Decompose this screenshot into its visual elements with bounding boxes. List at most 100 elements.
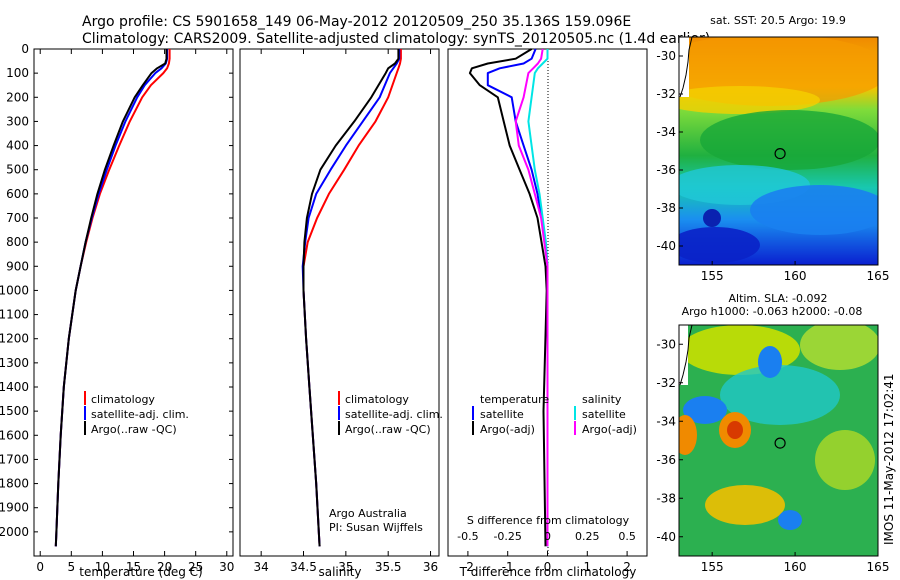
sla-map-title: Altim. SLA: -0.092 [728, 292, 827, 305]
x-tick-label: 10 [95, 560, 110, 574]
y-tick-label: 1500 [0, 404, 29, 418]
x-tick-label: 155 [701, 269, 724, 283]
sla-map: Altim. SLA: -0.092 Argo h1000: -0.063 h2… [656, 292, 889, 574]
difference-xlabel: T difference from climatology [459, 565, 637, 579]
series-line-s-argo-adj [514, 48, 549, 547]
x-tick-label: -2 [462, 560, 474, 574]
y-tick-label: 1700 [0, 452, 29, 466]
credit-line2: PI: Susan Wijffels [329, 521, 423, 534]
y-tick-label: 500 [6, 163, 29, 177]
x-tick-label: 155 [701, 560, 724, 574]
x-tick-label: 5 [67, 560, 75, 574]
legend-climatology-label: climatology [345, 393, 409, 406]
difference-legend: temperature satellite Argo(-adj) salinit… [472, 393, 637, 436]
y-tick-label: 1400 [0, 380, 29, 394]
x-tick-label: 0 [36, 560, 44, 574]
sst-map-ticks: 155 160 165 -30 -32 -34 -36 -38 -40 [656, 49, 889, 283]
legend-satellite-label: satellite-adj. clim. [345, 408, 443, 421]
series-line-t-argo-adj [468, 48, 548, 547]
x-tick-label: 160 [784, 560, 807, 574]
sla-coastline [679, 325, 693, 386]
difference-ticks: -2 -1 0 1 2 [462, 551, 631, 574]
salinity-diff-ticks: -0.5 -0.25 0 0.25 0.5 [457, 530, 636, 543]
sla-land [679, 325, 688, 385]
x-tick-label: 2 [623, 560, 631, 574]
sst-dark-blue-spot [703, 209, 721, 227]
y-tick-label: 800 [6, 235, 29, 249]
x-tick-label: 165 [867, 269, 890, 283]
s-tick-label: -0.25 [493, 530, 521, 543]
y-tick-label: 1200 [0, 332, 29, 346]
y-tick-label: 100 [6, 66, 29, 80]
series-line-argo-raw-qc [54, 49, 168, 547]
sst-dark-blue-patch [679, 227, 760, 263]
temperature-lines [54, 49, 171, 547]
salinity-xlabel: salinity [318, 565, 361, 579]
y-tick-label: 300 [6, 114, 29, 128]
y-tick-label: -34 [656, 414, 676, 428]
x-tick-label: 34.5 [290, 560, 317, 574]
sst-blue-patch [750, 185, 878, 235]
temperature-ticks: 0 5 10 15 20 25 30 [36, 49, 234, 574]
x-tick-label: 36 [423, 560, 438, 574]
argo-location-marker [774, 437, 786, 449]
salinity-ticks: 34 34.5 35 35.5 36 [254, 49, 438, 574]
sla-warm-eddy-core [727, 421, 743, 439]
y-tick-label: -40 [656, 239, 676, 253]
difference-lines [468, 48, 549, 547]
x-tick-label: 15 [126, 560, 141, 574]
sla-map-subtitle: Argo h1000: -0.063 h2000: -0.08 [682, 305, 863, 318]
temperature-xlabel: temperature (deg C) [79, 565, 202, 579]
y-tick-label: 200 [6, 90, 29, 104]
y-tick-label: 400 [6, 139, 29, 153]
salinity-lines [301, 49, 402, 547]
sst-field [679, 37, 878, 265]
legend-argo-label: Argo(..raw -QC) [345, 423, 431, 436]
sla-yellow-east-south [815, 430, 875, 490]
sst-coastline [679, 37, 693, 98]
difference-panel: -2 -1 0 1 2 temperature satellite Argo(-adj)… [447, 48, 648, 579]
salinity-axes [239, 48, 440, 557]
y-tick-label: 1100 [0, 308, 29, 322]
y-tick-label: 0 [21, 42, 29, 56]
x-tick-label: 1 [583, 560, 591, 574]
legend-s-satellite-label: satellite [582, 408, 626, 421]
x-tick-label: -1 [502, 560, 514, 574]
y-tick-label: 700 [6, 211, 29, 225]
s-tick-label: 0 [544, 530, 551, 543]
sla-blue-west [683, 396, 727, 424]
legend-temperature-title: temperature [480, 393, 549, 406]
legend-t-argo-label: Argo(-adj) [480, 423, 535, 436]
difference-top-label: S difference from climatology [467, 514, 630, 527]
sla-map-axes [678, 324, 879, 557]
sst-yellow-band [679, 86, 820, 114]
sla-orange-west [679, 415, 697, 455]
header-line2: Climatology: CARS2009. Satellite-adjuste… [82, 31, 710, 47]
salinity-panel: 34 34.5 35 35.5 36 climatology satellite-adj… [239, 48, 443, 579]
y-tick-label: 900 [6, 259, 29, 273]
y-tick-label: 1800 [0, 477, 29, 491]
legend-satellite-label: satellite-adj. clim. [91, 408, 189, 421]
y-tick-label: -30 [656, 49, 676, 63]
credit-line1: Argo Australia [329, 507, 407, 520]
y-tick-label: 1000 [0, 283, 29, 297]
legend-t-satellite-label: satellite [480, 408, 524, 421]
temperature-panel: 0100200300400500600700800900100011001200… [0, 42, 647, 579]
y-tick-label: -40 [656, 530, 676, 544]
y-tick-label: 1300 [0, 356, 29, 370]
sst-map: sat. SST: 20.5 Argo: 19.9 155 160 165 -30 -3… [656, 14, 889, 283]
sst-land [679, 37, 689, 97]
header-line1: Argo profile: CS 5901658_149 06-May-2012… [82, 14, 631, 30]
x-tick-label: 160 [784, 269, 807, 283]
sla-field [679, 325, 878, 556]
x-tick-label: 30 [219, 560, 234, 574]
legend-climatology-label: climatology [91, 393, 155, 406]
argo-location-marker [774, 148, 786, 160]
x-tick-label: 25 [188, 560, 203, 574]
y-tick-label: 600 [6, 187, 29, 201]
sla-blue-southeast [778, 510, 802, 530]
y-tick-label: 1900 [0, 501, 29, 515]
sst-green-patch [700, 110, 878, 170]
y-tick-label: -34 [656, 125, 676, 139]
